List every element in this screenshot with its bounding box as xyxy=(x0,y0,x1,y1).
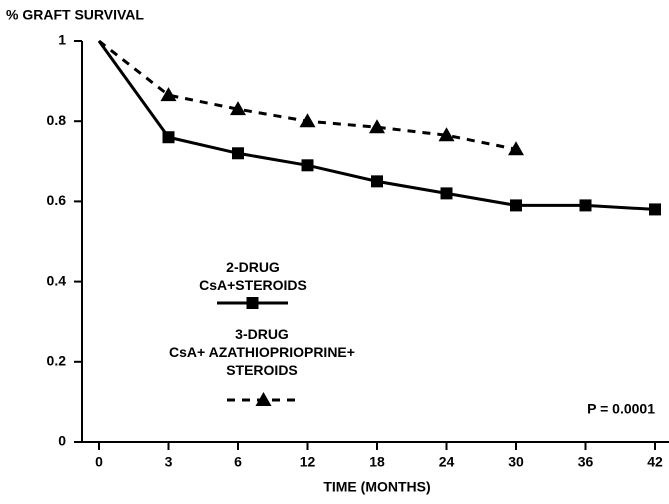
marker xyxy=(508,141,524,156)
x-tick-label: 18 xyxy=(369,454,385,470)
legend-marker xyxy=(246,297,259,309)
legend-line: 3-DRUG xyxy=(235,326,289,342)
legend-line: CsA+STEROIDS xyxy=(199,277,307,293)
x-tick-label: 12 xyxy=(300,454,316,470)
legend-line: 2-DRUG xyxy=(226,259,280,275)
marker xyxy=(160,87,177,102)
marker xyxy=(649,203,661,216)
x-tick-label: 42 xyxy=(647,454,663,470)
x-axis-label: TIME (MONTHS) xyxy=(323,479,430,495)
y-tick-label: 1 xyxy=(58,32,66,48)
y-tick-label: 0.8 xyxy=(47,112,67,128)
x-tick-label: 30 xyxy=(508,454,524,470)
marker xyxy=(230,101,246,116)
marker xyxy=(510,199,522,212)
y-tick-label: 0.4 xyxy=(47,272,67,288)
series-line xyxy=(98,39,517,151)
marker xyxy=(162,131,175,144)
marker xyxy=(299,113,316,128)
y-tick-label: 0.6 xyxy=(47,192,67,208)
x-tick-label: 36 xyxy=(578,454,594,470)
x-tick-label: 6 xyxy=(234,454,242,470)
legend-label: 3-DRUG CsA+ AZATHIOPRIOPRINE+ STEROIDS xyxy=(169,326,355,378)
marker xyxy=(438,127,455,142)
marker xyxy=(440,187,453,200)
marker xyxy=(371,175,383,188)
x-tick-label: 24 xyxy=(439,454,455,470)
x-tick-label: 0 xyxy=(95,454,103,470)
chart-title: % GRAFT SURVIVAL xyxy=(6,7,144,23)
legend-line: STEROIDS xyxy=(226,362,298,378)
marker xyxy=(301,159,314,172)
legend-marker xyxy=(255,392,272,406)
y-tick-label: 0 xyxy=(58,433,66,449)
x-tick-label: 3 xyxy=(165,454,173,470)
annotation: P = 0.0001 xyxy=(587,401,655,417)
y-tick-label: 0.2 xyxy=(47,353,67,369)
legend-label: 2-DRUG CsA+STEROIDS xyxy=(199,259,307,293)
legend-line: CsA+ AZATHIOPRIOPRINE+ xyxy=(169,344,355,360)
marker xyxy=(579,199,592,212)
marker xyxy=(232,147,244,160)
marker xyxy=(369,119,385,134)
